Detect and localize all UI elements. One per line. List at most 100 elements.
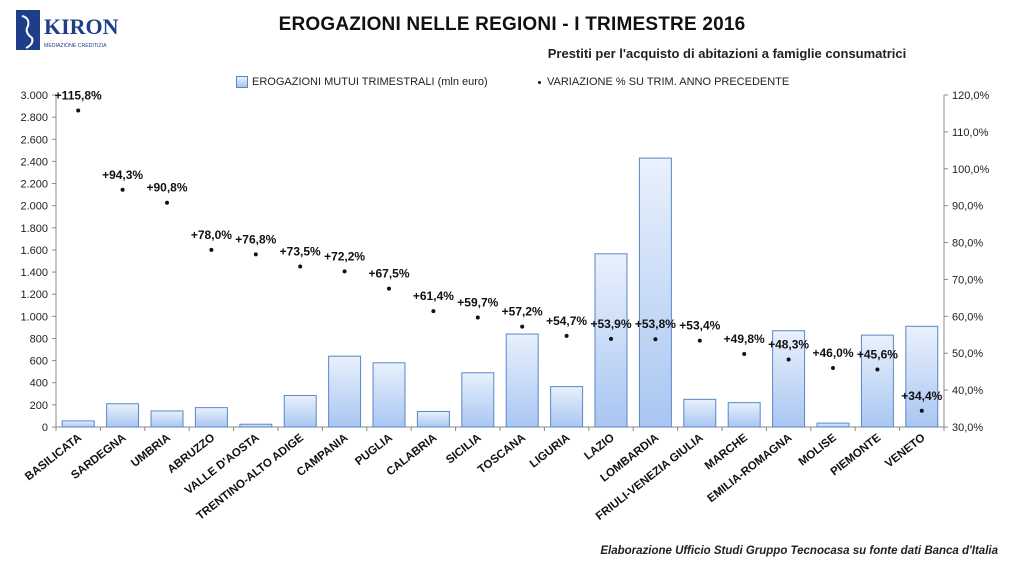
bar bbox=[194, 407, 228, 428]
y-left-tick-label: 0 bbox=[42, 422, 48, 434]
variation-point bbox=[919, 408, 924, 413]
bar bbox=[505, 333, 539, 428]
variation-point bbox=[387, 286, 391, 291]
axes: 0 200 400 600 800 1.000 1.200 1.400 1.600 1.800 2.… bbox=[20, 90, 989, 434]
variation-label: +78,0% bbox=[191, 228, 232, 242]
variation-label: +53,4% bbox=[679, 319, 720, 333]
variation-label: +61,4% bbox=[413, 289, 454, 303]
y-left-tick-label: 400 bbox=[30, 378, 48, 390]
variation-point bbox=[609, 336, 613, 341]
variation-point bbox=[520, 324, 525, 329]
variation-point bbox=[342, 269, 347, 274]
bar bbox=[372, 362, 406, 428]
variation-point bbox=[742, 351, 747, 356]
y-left-tick-label: 600 bbox=[30, 356, 48, 368]
y-right-tick-label: 50,0% bbox=[952, 348, 983, 360]
logo-mark-icon bbox=[16, 10, 40, 50]
legend-dot-icon bbox=[538, 80, 541, 84]
legend-item-bars: EROGAZIONI MUTUI TRIMESTRALI (mln euro) bbox=[236, 76, 488, 88]
chart-title: EROGAZIONI NELLE REGIONI - I TRIMESTRE 2… bbox=[278, 14, 746, 35]
bar bbox=[683, 398, 717, 428]
variation-point bbox=[120, 187, 125, 192]
x-category-label: SICILIA bbox=[444, 432, 484, 467]
bar bbox=[150, 410, 184, 428]
y-right-tick-label: 70,0% bbox=[952, 274, 983, 286]
y-left-tick-label: 2.000 bbox=[20, 201, 48, 213]
source-note: Elaborazione Ufficio Studi Gruppo Tecnoc… bbox=[600, 545, 998, 557]
bar bbox=[283, 394, 317, 428]
variation-label: +73,5% bbox=[280, 245, 321, 259]
bar bbox=[727, 402, 761, 428]
y-left-tick-label: 1.800 bbox=[20, 223, 48, 235]
y-left-tick-label: 1.000 bbox=[20, 311, 48, 323]
variation-label: +57,2% bbox=[502, 305, 543, 319]
y-left-tick-label: 2.200 bbox=[20, 179, 48, 191]
y-left-tick-label: 1.600 bbox=[20, 245, 48, 257]
bar bbox=[772, 330, 806, 428]
variation-point bbox=[165, 200, 169, 205]
variation-point bbox=[697, 338, 702, 343]
x-category-label: VALLE D'AOSTA bbox=[183, 432, 262, 497]
variation-label: +49,8% bbox=[724, 332, 765, 346]
x-category-label: VENETO bbox=[883, 432, 928, 470]
legend-label-dots: VARIAZIONE % SU TRIM. ANNO PRECEDENTE bbox=[547, 76, 790, 88]
variation-point bbox=[76, 108, 81, 113]
variation-point bbox=[831, 365, 835, 370]
bar bbox=[461, 372, 495, 428]
y-left-tick-label: 2.800 bbox=[20, 112, 48, 124]
kiron-logo: KIRON MEDIAZIONE CREDITIZIA bbox=[16, 10, 119, 50]
variation-label: +115,8% bbox=[55, 88, 102, 102]
x-category-label: TOSCANA bbox=[476, 432, 528, 476]
variation-point bbox=[298, 264, 303, 269]
logo-tagline: MEDIAZIONE CREDITIZIA bbox=[44, 43, 107, 49]
legend-label-bars: EROGAZIONI MUTUI TRIMESTRALI (mln euro) bbox=[252, 76, 488, 88]
variation-point bbox=[209, 247, 214, 252]
bar bbox=[416, 411, 450, 428]
y-right-tick-label: 40,0% bbox=[952, 385, 983, 397]
legend-item-dots: VARIAZIONE % SU TRIM. ANNO PRECEDENTE bbox=[535, 76, 789, 88]
logo-figure-icon bbox=[21, 15, 34, 49]
y-left-tick-label: 1.200 bbox=[20, 289, 48, 301]
variation-label: +54,7% bbox=[546, 314, 587, 328]
variation-label: +45,6% bbox=[857, 347, 898, 361]
variation-point bbox=[475, 315, 480, 320]
variation-point bbox=[786, 357, 791, 362]
y-left-tick-label: 200 bbox=[30, 400, 48, 412]
variation-label: +53,8% bbox=[635, 317, 676, 331]
variation-label: +72,2% bbox=[324, 249, 365, 263]
variation-label: +90,8% bbox=[146, 181, 187, 195]
chart-subtitle: Prestiti per l'acquisto di abitazioni a … bbox=[547, 46, 907, 61]
bars bbox=[61, 157, 939, 428]
y-right-tick-label: 60,0% bbox=[952, 311, 983, 323]
y-right-tick-label: 80,0% bbox=[952, 238, 983, 250]
y-left-tick-label: 1.400 bbox=[20, 267, 48, 279]
y-left-tick-label: 3.000 bbox=[20, 90, 48, 102]
variation-label: +46,0% bbox=[812, 346, 853, 360]
x-category-label: LIGURIA bbox=[528, 432, 573, 471]
variation-point bbox=[653, 337, 658, 342]
variation-label: +53,9% bbox=[590, 317, 631, 331]
variation-label: +59,7% bbox=[457, 295, 498, 309]
y-right-tick-label: 120,0% bbox=[952, 90, 990, 102]
variation-point bbox=[875, 367, 880, 372]
bar bbox=[328, 355, 362, 428]
variation-label: +76,8% bbox=[235, 232, 276, 246]
variation-point bbox=[431, 309, 436, 314]
variation-label: +48,3% bbox=[768, 337, 809, 351]
y-right-tick-label: 110,0% bbox=[952, 127, 989, 139]
variation-label: +94,3% bbox=[102, 168, 143, 182]
variation-points bbox=[76, 108, 924, 413]
x-category-label: UMBRIA bbox=[129, 432, 173, 470]
variation-labels: +115,8% +94,3%+90,8% +78,0% +76,8% +73,5% +72… bbox=[55, 88, 943, 402]
legend-bar-swatch-icon bbox=[236, 76, 248, 88]
variation-point bbox=[253, 252, 258, 257]
bar bbox=[860, 334, 894, 428]
variation-point bbox=[564, 333, 569, 338]
y-right-tick-label: 100,0% bbox=[952, 164, 990, 176]
logo-wordmark: KIRON bbox=[44, 14, 119, 39]
y-left-tick-label: 2.600 bbox=[20, 134, 48, 146]
x-category-label: MOLISE bbox=[797, 432, 839, 469]
x-category-label: EMILIA-ROMAGNA bbox=[705, 432, 794, 505]
bar bbox=[106, 403, 140, 428]
